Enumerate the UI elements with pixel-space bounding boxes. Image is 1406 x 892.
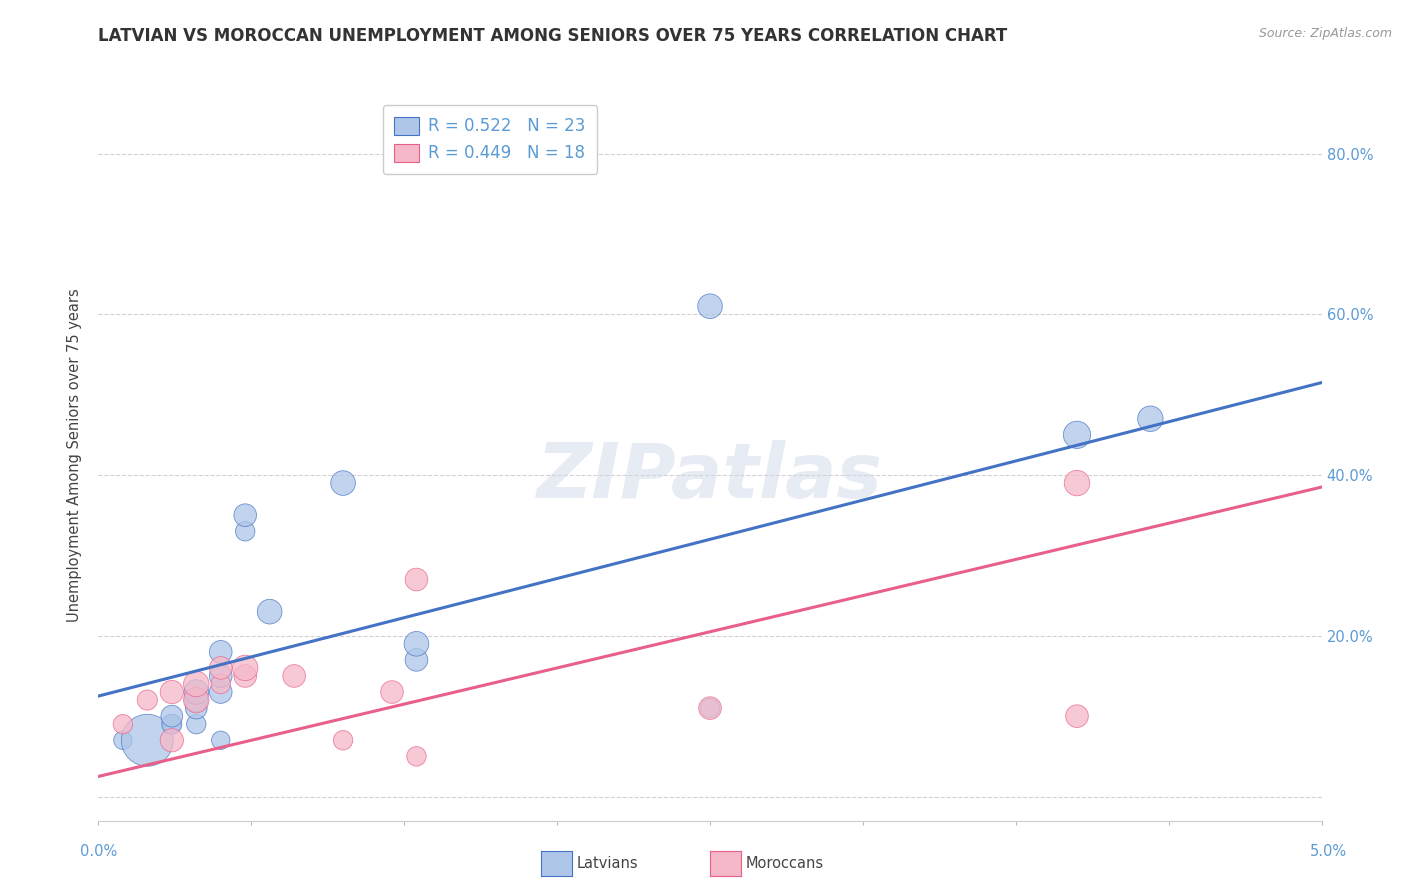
Point <box>332 476 354 491</box>
Point <box>186 717 208 731</box>
Point <box>1066 427 1088 442</box>
Point <box>1066 476 1088 491</box>
Text: LATVIAN VS MOROCCAN UNEMPLOYMENT AMONG SENIORS OVER 75 YEARS CORRELATION CHART: LATVIAN VS MOROCCAN UNEMPLOYMENT AMONG S… <box>98 27 1008 45</box>
Point <box>209 661 232 675</box>
Point <box>259 605 281 619</box>
Point <box>405 653 427 667</box>
Point <box>405 573 427 587</box>
Point <box>405 749 427 764</box>
Point <box>1066 709 1088 723</box>
Point <box>699 299 721 313</box>
Point <box>111 733 134 747</box>
Point <box>160 733 183 747</box>
Point <box>136 693 159 707</box>
Point <box>699 701 721 715</box>
Y-axis label: Unemployment Among Seniors over 75 years: Unemployment Among Seniors over 75 years <box>67 288 83 622</box>
Text: 5.0%: 5.0% <box>1310 845 1347 859</box>
Point <box>160 717 183 731</box>
Point <box>283 669 305 683</box>
Point <box>699 701 721 715</box>
Text: ZIPatlas: ZIPatlas <box>537 440 883 514</box>
Point <box>381 685 404 699</box>
Text: Moroccans: Moroccans <box>745 856 824 871</box>
Point <box>111 717 134 731</box>
Point <box>209 733 232 747</box>
Text: Source: ZipAtlas.com: Source: ZipAtlas.com <box>1258 27 1392 40</box>
Point <box>332 733 354 747</box>
Point <box>160 709 183 723</box>
Point <box>160 717 183 731</box>
Point <box>209 669 232 683</box>
Legend: R = 0.522   N = 23, R = 0.449   N = 18: R = 0.522 N = 23, R = 0.449 N = 18 <box>382 105 598 174</box>
Point <box>233 524 256 539</box>
Point <box>136 733 159 747</box>
Point <box>186 693 208 707</box>
Point <box>209 677 232 691</box>
Point <box>186 677 208 691</box>
Point <box>160 685 183 699</box>
Point <box>186 685 208 699</box>
Point <box>233 661 256 675</box>
Point <box>186 693 208 707</box>
Point <box>186 701 208 715</box>
Point <box>233 508 256 523</box>
Text: Latvians: Latvians <box>576 856 638 871</box>
Point <box>209 685 232 699</box>
Point <box>1139 411 1161 425</box>
Point <box>209 645 232 659</box>
Point <box>405 637 427 651</box>
Point <box>233 669 256 683</box>
Text: 0.0%: 0.0% <box>80 845 117 859</box>
